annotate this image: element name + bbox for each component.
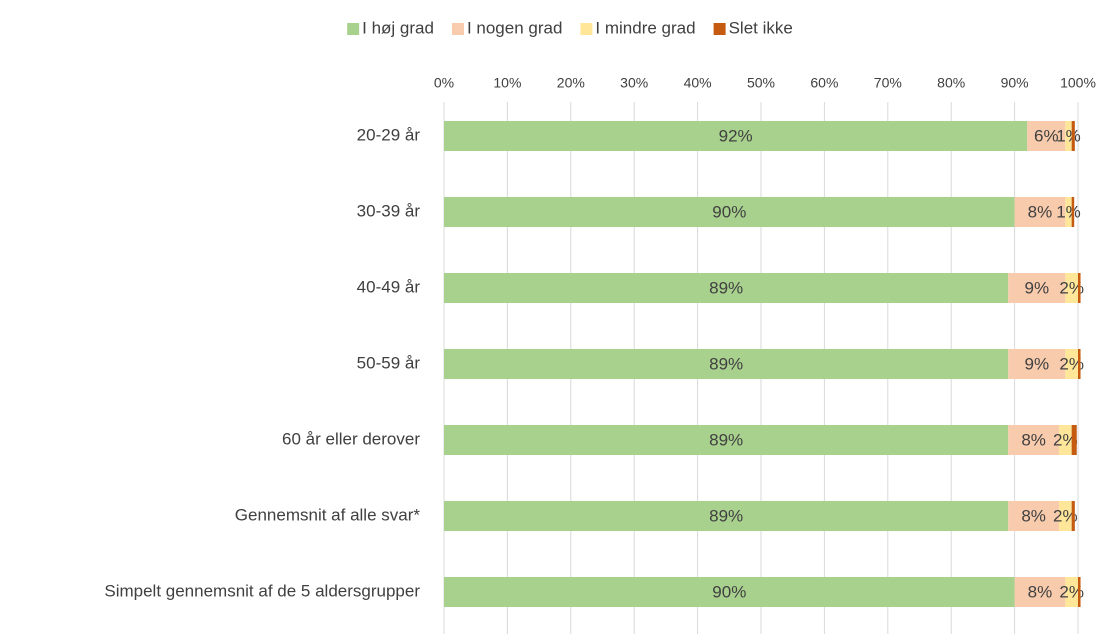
data-label: 1%	[1056, 202, 1081, 221]
data-label: 89%	[709, 278, 743, 297]
category-label: 50-59 år	[357, 353, 421, 372]
legend-swatch	[713, 23, 726, 35]
bar-segment	[1078, 349, 1081, 379]
legend-label: I høj grad	[362, 18, 434, 37]
x-tick-label: 20%	[557, 75, 585, 91]
bar-segment	[1071, 121, 1075, 151]
data-label: 2%	[1053, 506, 1078, 525]
x-tick-label: 70%	[874, 75, 902, 91]
bar-segment	[1014, 197, 1066, 227]
bar-segment	[444, 197, 1015, 227]
bar-segment	[1008, 425, 1059, 455]
bar-segment	[1058, 501, 1072, 531]
x-tick-label: 40%	[684, 75, 712, 91]
data-label: 2%	[1053, 430, 1078, 449]
bar-segment	[1027, 121, 1066, 151]
data-label: 9%	[1025, 278, 1050, 297]
data-label: 8%	[1021, 506, 1046, 525]
x-tick-label: 50%	[747, 75, 775, 91]
bar-segment	[1008, 273, 1066, 303]
bar-segment	[444, 501, 1009, 531]
category-label: 30-39 år	[357, 201, 421, 220]
bar-segment	[1065, 121, 1072, 151]
x-tick-label: 80%	[937, 75, 965, 91]
x-tick-label: 100%	[1060, 75, 1096, 91]
data-label: 2%	[1059, 582, 1084, 601]
bar-segment	[1008, 501, 1059, 531]
data-label: 9%	[1025, 354, 1050, 373]
bar-segment	[1071, 197, 1075, 227]
bar-segment	[444, 577, 1015, 607]
data-label: 92%	[719, 126, 753, 145]
x-tick-label: 30%	[620, 75, 648, 91]
data-label: 89%	[709, 354, 743, 373]
data-label: 2%	[1059, 278, 1084, 297]
x-tick-label: 10%	[493, 75, 521, 91]
category-label: Gennemsnit af alle svar*	[235, 505, 421, 524]
category-label: 20-29 år	[357, 125, 421, 144]
data-label: 90%	[712, 582, 746, 601]
bar-segment	[1071, 425, 1077, 455]
bar-segment	[1078, 577, 1081, 607]
bar-segment	[1065, 197, 1072, 227]
legend-swatch	[347, 23, 360, 35]
data-label: 8%	[1028, 202, 1053, 221]
x-tick-label: 0%	[434, 75, 454, 91]
bar-segment	[444, 121, 1028, 151]
bar-segment	[1058, 425, 1072, 455]
data-label: 8%	[1028, 582, 1053, 601]
bar-segment	[1065, 577, 1078, 607]
category-label: Simpelt gennemsnit af de 5 aldersgrupper	[104, 581, 420, 600]
legend-label: I mindre grad	[595, 18, 695, 37]
data-label: 90%	[712, 202, 746, 221]
legend-swatch	[580, 23, 593, 35]
data-label: 89%	[709, 506, 743, 525]
bar-segment	[1071, 501, 1075, 531]
legend-label: Slet ikke	[729, 18, 793, 37]
bar-segment	[444, 425, 1009, 455]
bar-segment	[1014, 577, 1066, 607]
data-label: 8%	[1021, 430, 1046, 449]
data-label: 6%	[1034, 126, 1059, 145]
data-label: 1%	[1056, 126, 1081, 145]
x-tick-label: 60%	[810, 75, 838, 91]
data-label: 2%	[1059, 354, 1084, 373]
legend-swatch	[451, 23, 464, 35]
bar-segment	[1065, 349, 1078, 379]
bar-segment	[1008, 349, 1066, 379]
bar-segment	[444, 273, 1009, 303]
category-label: 60 år eller derover	[282, 429, 420, 448]
bar-segment	[1078, 273, 1081, 303]
bar-segment	[1065, 273, 1078, 303]
x-tick-label: 90%	[1001, 75, 1029, 91]
category-label: 40-49 år	[357, 277, 421, 296]
legend-label: I nogen grad	[467, 18, 562, 37]
bar-segment	[444, 349, 1009, 379]
data-label: 89%	[709, 430, 743, 449]
